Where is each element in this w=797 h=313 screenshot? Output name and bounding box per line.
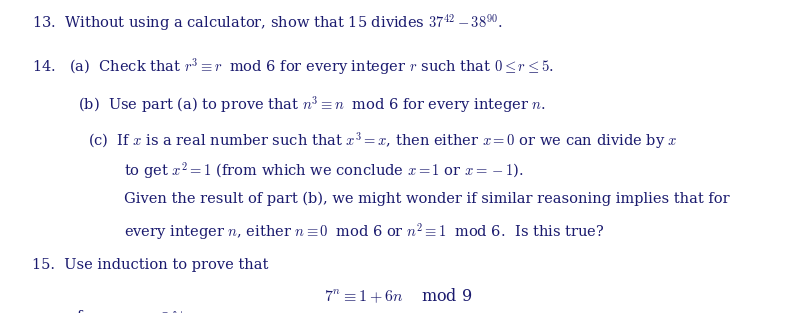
Text: every integer $n$, either $n \equiv 0\;$ mod 6 or $n^2 \equiv 1\;$ mod 6.  Is th: every integer $n$, either $n \equiv 0\;$… — [124, 221, 604, 242]
Text: for every $n \in \mathbb{N}$.: for every $n \in \mathbb{N}$. — [76, 308, 186, 313]
Text: 15.  Use induction to prove that: 15. Use induction to prove that — [32, 258, 269, 272]
Text: (c)  If $x$ is a real number such that $x^3 = x$, then either $x = 0$ or we can : (c) If $x$ is a real number such that $x… — [88, 130, 678, 151]
Text: to get $x^2 = 1$ (from which we conclude $x = 1$ or $x = -1$).: to get $x^2 = 1$ (from which we conclude… — [124, 160, 524, 181]
Text: 14.   (a)  Check that $r^3 \equiv r\;$ mod 6 for every integer $r$ such that $0 : 14. (a) Check that $r^3 \equiv r\;$ mod … — [32, 56, 553, 77]
Text: $7^n \equiv 1 + 6n\quad$ mod 9: $7^n \equiv 1 + 6n\quad$ mod 9 — [324, 286, 473, 305]
Text: 13.  Without using a calculator, show that 15 divides $37^{42} - 38^{90}$.: 13. Without using a calculator, show tha… — [32, 12, 502, 33]
Text: Given the result of part (b), we might wonder if similar reasoning implies that : Given the result of part (b), we might w… — [124, 192, 729, 206]
Text: (b)  Use part (a) to prove that $n^3 \equiv n\;$ mod 6 for every integer $n$.: (b) Use part (a) to prove that $n^3 \equ… — [78, 94, 546, 115]
